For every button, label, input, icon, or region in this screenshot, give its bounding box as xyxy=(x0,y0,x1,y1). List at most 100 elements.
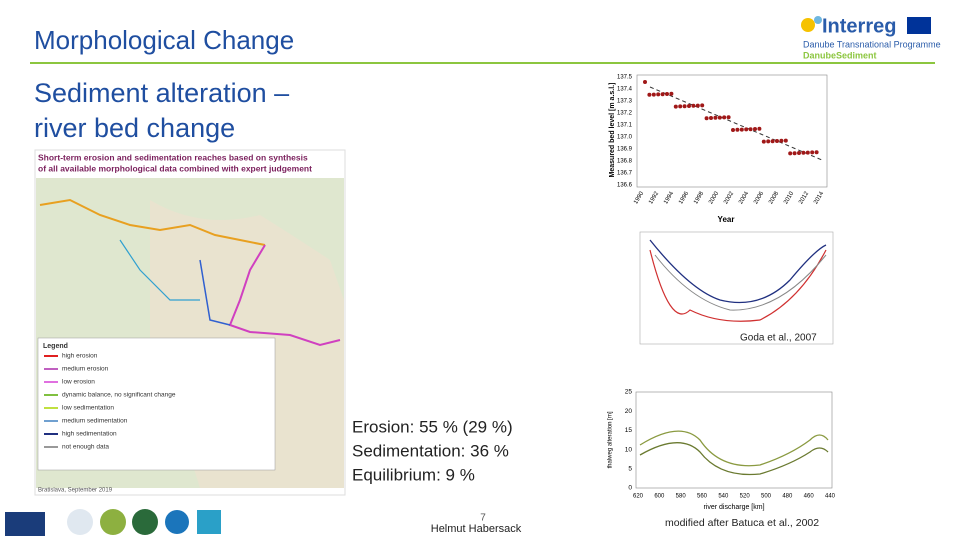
y-tick-label: 20 xyxy=(625,408,633,415)
y-tick-label: 137.3 xyxy=(617,99,633,105)
sample-point xyxy=(665,92,669,96)
legend-title: Legend xyxy=(43,343,68,350)
sample-point xyxy=(761,139,766,144)
x-tick-label: 460 xyxy=(804,494,815,500)
sample-point xyxy=(731,128,735,132)
x-tick-label: 520 xyxy=(740,494,751,500)
figure-y-label: thalweg alteration [m] xyxy=(608,411,614,468)
sample-point xyxy=(669,91,674,96)
river xyxy=(119,239,200,301)
logo-programme: Danube Transnational Programme xyxy=(803,39,941,49)
figure-plot xyxy=(639,231,834,345)
legend-label: medium erosion xyxy=(62,366,109,373)
legend-label: low erosion xyxy=(62,379,95,386)
map-title: of all available morphological data comb… xyxy=(38,163,312,173)
legend-label: high erosion xyxy=(62,353,98,360)
sample-point xyxy=(695,103,700,108)
sample-point xyxy=(704,116,709,121)
sample-point xyxy=(678,104,683,109)
figure-x-label: river discharge [km] xyxy=(703,504,764,511)
x-tick-label: 540 xyxy=(718,494,729,500)
y-tick-label: 136.6 xyxy=(617,183,633,189)
logo xyxy=(132,509,158,535)
x-tick-label: 440 xyxy=(825,494,836,500)
legend-label: low sedimentation xyxy=(62,405,114,412)
sample-point xyxy=(810,150,815,155)
river xyxy=(39,198,266,246)
figure-caption: Goda et al., 2007 xyxy=(740,333,817,344)
slide-title: Morphological Change xyxy=(34,25,294,55)
page-number: 7 xyxy=(480,513,486,524)
river xyxy=(228,244,341,347)
sample-point xyxy=(814,150,819,155)
sample-point xyxy=(748,127,753,132)
y-tick-label: 137.2 xyxy=(617,111,633,117)
partner-logos xyxy=(5,509,221,536)
y-tick-label: 137.4 xyxy=(617,87,633,93)
logo-name: Interreg xyxy=(822,15,896,37)
figure-x-label: Year xyxy=(718,215,735,224)
sample-point xyxy=(766,139,771,144)
y-tick-label: 137.1 xyxy=(617,123,633,129)
y-tick-label: 137.5 xyxy=(617,75,633,81)
sample-point xyxy=(744,127,749,132)
sample-point xyxy=(709,116,713,120)
trend-line xyxy=(649,86,823,161)
y-tick-label: 136.7 xyxy=(617,171,633,177)
logo-project: DanubeSediment xyxy=(803,50,877,60)
logo xyxy=(100,509,126,535)
sample-point xyxy=(713,115,718,120)
sample-point xyxy=(779,138,784,143)
x-tick-label: 560 xyxy=(697,494,708,500)
sample-point xyxy=(660,92,665,97)
map-legend xyxy=(37,337,276,471)
logo xyxy=(67,509,93,535)
logo-mark xyxy=(814,16,822,24)
sample-point xyxy=(656,92,661,97)
y-tick-label: 0 xyxy=(628,485,632,492)
logo xyxy=(165,510,189,534)
legend-label: not enough data xyxy=(62,444,109,451)
sample-point xyxy=(647,92,652,97)
y-tick-label: 10 xyxy=(625,446,633,453)
logo xyxy=(5,512,45,536)
sample-point xyxy=(792,151,797,156)
legend-label: high sedimentation xyxy=(62,431,117,438)
stat-line: Erosion: 55 % (29 %) xyxy=(352,417,513,436)
figure-caption: modified after Batuca et al., 2002 xyxy=(665,517,819,529)
sample-point xyxy=(687,104,691,108)
y-tick-label: 137.0 xyxy=(617,135,633,141)
sample-point xyxy=(757,126,762,131)
river xyxy=(199,259,231,326)
sample-point xyxy=(775,139,779,143)
y-tick-label: 136.8 xyxy=(617,159,633,165)
x-tick-label: 480 xyxy=(782,494,793,500)
stat-line: Sedimentation: 36 % xyxy=(352,441,509,460)
sample-point xyxy=(700,103,705,108)
figure-plot xyxy=(635,391,833,489)
y-tick-label: 25 xyxy=(625,389,633,396)
sample-point xyxy=(726,115,731,120)
footer-author: Helmut Habersack xyxy=(431,523,522,535)
sample-point xyxy=(643,80,647,84)
sample-point xyxy=(788,151,793,156)
y-tick-label: 5 xyxy=(628,466,632,473)
eu-flag xyxy=(907,17,931,34)
sample-point xyxy=(651,92,656,97)
sample-point xyxy=(722,115,727,120)
profile-line xyxy=(639,442,829,476)
logo-mark xyxy=(801,18,815,32)
sample-point xyxy=(770,139,775,144)
sample-point xyxy=(753,127,757,131)
x-tick-label: 580 xyxy=(676,494,687,500)
profile-line xyxy=(654,254,827,311)
logo xyxy=(197,510,221,534)
map-credit: Bratislava, September 2019 xyxy=(38,488,113,494)
sample-point xyxy=(717,115,722,120)
sample-point xyxy=(783,138,788,143)
x-tick-label: 620 xyxy=(633,494,644,500)
sample-point xyxy=(739,127,744,132)
sample-point xyxy=(673,104,678,109)
legend-label: medium sedimentation xyxy=(62,418,128,425)
